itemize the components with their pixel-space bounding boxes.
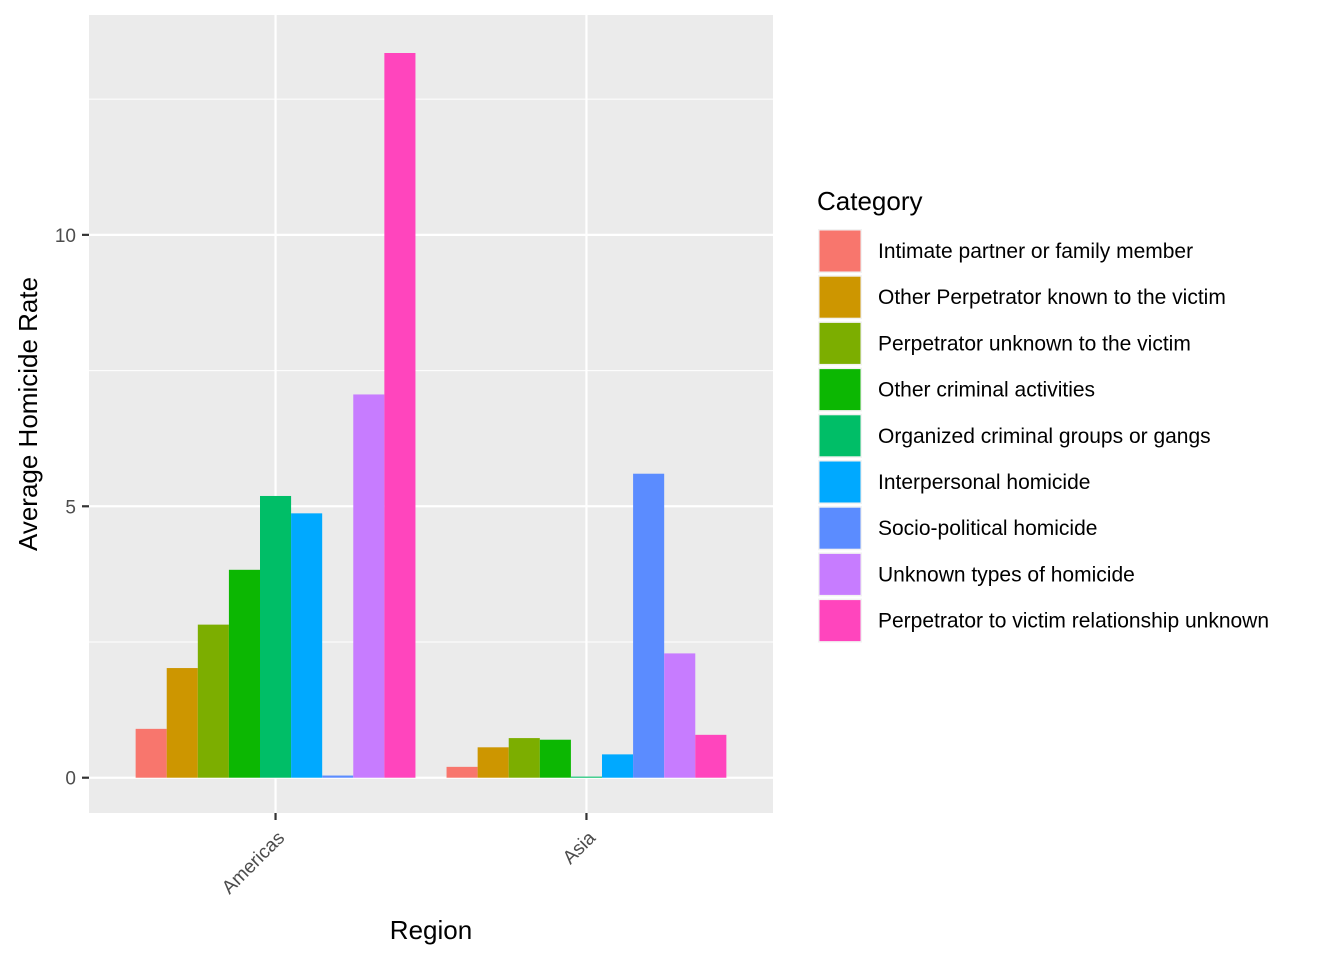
bar <box>508 738 540 778</box>
legend-label: Intimate partner or family member <box>878 240 1193 263</box>
x-axis-title: Region <box>390 915 472 945</box>
legend-key-swatch <box>819 322 861 364</box>
legend-key-swatch <box>819 507 861 549</box>
legend: Category Intimate partner or family memb… <box>817 186 1269 643</box>
legend-label: Perpetrator unknown to the victim <box>878 332 1191 355</box>
legend-label: Socio-political homicide <box>878 517 1097 540</box>
legend-key-swatch <box>819 600 861 642</box>
bar <box>135 728 167 778</box>
legend-label: Other Perpetrator known to the victim <box>878 286 1226 309</box>
bar <box>260 495 292 778</box>
legend-title: Category <box>817 186 923 216</box>
y-axis: 0 5 10 <box>55 226 89 790</box>
y-tick-label: 5 <box>65 497 76 518</box>
x-axis: Americas Asia <box>218 813 600 899</box>
legend-label: Interpersonal homicide <box>878 471 1090 494</box>
x-tick-label: Americas <box>218 828 289 899</box>
bar <box>353 394 385 778</box>
legend-key-swatch <box>819 553 861 595</box>
bars <box>135 53 727 778</box>
y-tick-label: 0 <box>65 769 76 790</box>
x-tick-label: Asia <box>559 827 600 868</box>
legend-label: Perpetrator to victim relationship unkno… <box>878 610 1269 633</box>
y-tick-label: 10 <box>55 226 76 247</box>
bar <box>166 668 198 778</box>
bar <box>664 653 696 778</box>
bar <box>695 734 727 778</box>
legend-key-swatch <box>819 415 861 457</box>
legend-key-swatch <box>819 369 861 411</box>
bar <box>602 754 634 778</box>
bar <box>570 776 602 778</box>
legend-key-swatch <box>819 461 861 503</box>
bar <box>477 747 509 778</box>
bar <box>633 473 665 778</box>
legend-key-swatch <box>819 230 861 272</box>
legend-label: Other criminal activities <box>878 379 1095 402</box>
legend-label: Organized criminal groups or gangs <box>878 425 1211 448</box>
bar <box>384 53 416 778</box>
bar <box>539 739 571 778</box>
bar <box>197 624 229 778</box>
y-axis-title: Average Homicide Rate <box>13 277 43 551</box>
legend-label: Unknown types of homicide <box>878 563 1135 586</box>
bar <box>446 766 478 778</box>
bar <box>291 513 323 778</box>
legend-key-swatch <box>819 276 861 318</box>
bar <box>228 569 260 778</box>
bar <box>322 775 354 778</box>
